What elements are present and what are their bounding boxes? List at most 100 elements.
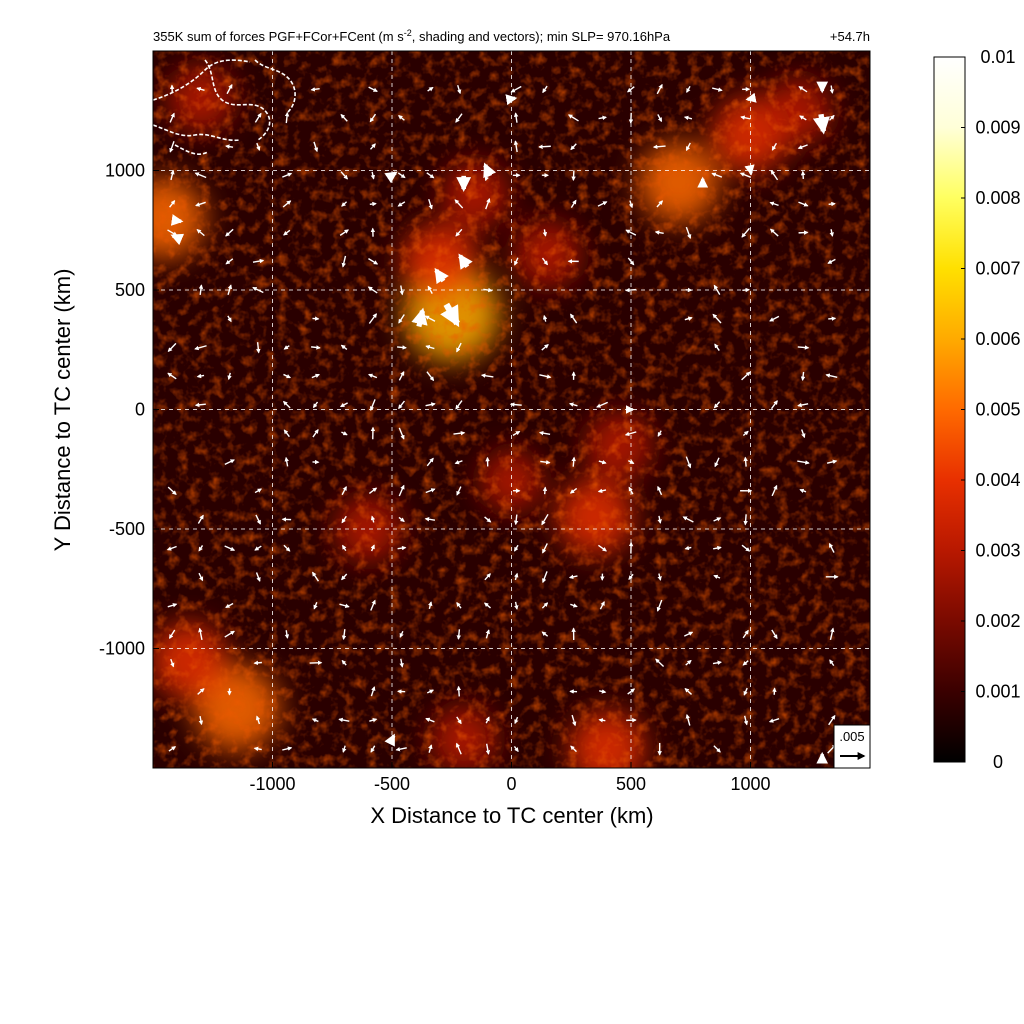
vector-arrow [425,717,435,723]
vector-arrow [312,571,320,582]
vector-arrow [341,431,348,436]
vector-arrow [284,456,289,467]
vector-arrow [198,716,204,726]
vector-arrow [829,229,834,237]
vector-arrow [398,314,405,324]
vector-arrow [197,514,204,524]
vector-arrow [571,456,576,467]
vector-arrow [513,544,519,552]
reference-vector: .005 [833,724,871,769]
colorbar-tick-label: 0.01 [980,47,1015,67]
vector-arrow [542,486,548,495]
vector-arrow [829,627,835,641]
vector-arrow [569,487,578,494]
colorbar-tick-label: 0.007 [975,259,1020,279]
vector-arrow [426,371,435,382]
vector-arrow [742,660,749,666]
vector-arrow [454,460,463,465]
vector-arrow [282,400,291,409]
vector-arrow [398,427,405,440]
vector-arrow [485,716,490,724]
vector-arrow [198,284,204,295]
vector-arrow [456,602,462,609]
vector-arrow [395,747,407,752]
vector-arrow [283,229,291,236]
vector-arrow [743,456,748,467]
vector-arrow [768,718,780,723]
vector-arrow [743,687,748,696]
x-tick-label: 1000 [730,774,770,794]
vector-arrow [198,572,204,582]
vector-arrow [514,257,519,266]
vector-arrow [742,287,750,293]
vector-arrow [827,258,836,264]
vector-arrow [654,230,664,235]
vector-arrow [683,115,693,121]
vector-arrow [341,485,347,496]
vector-arrow [597,488,607,493]
colorbar-tick-label: 0.003 [975,541,1020,561]
vector-arrow-major [483,162,497,179]
vector-arrow [398,484,405,497]
vector-arrow [514,572,519,581]
x-tick-label: 0 [506,774,516,794]
vector-arrow [714,457,720,468]
vector-arrow [196,87,205,92]
vector-arrow [542,85,548,94]
vector-arrow [624,431,637,437]
vector-arrow [828,714,836,726]
vector-arrow [225,228,234,237]
vector-arrow [397,545,407,551]
vector-arrow [771,484,778,497]
vector-arrow [194,172,207,179]
vector-arrow [628,200,634,209]
reference-vector-box [833,724,871,769]
vector-arrow [712,87,723,92]
vector-arrow [484,573,491,581]
vector-arrow [425,402,436,407]
vector-arrow [541,257,548,266]
vector-arrow [456,84,462,95]
vector-arrow [312,428,319,438]
vector-arrow [514,716,519,725]
vector-arrow [369,399,376,411]
vector-arrow [453,430,466,436]
vector-arrow [568,402,578,407]
vector-arrow-major [745,92,757,103]
vector-arrow [628,459,635,465]
vector-arrow [341,515,347,524]
x-tick-label: -1000 [249,774,295,794]
vector-arrow [483,287,493,293]
vector-arrow [198,545,204,552]
vector-arrow [256,342,261,354]
vector-arrow [829,85,835,94]
vector-arrow [196,373,205,379]
vector-arrow [714,343,720,351]
vector-arrow [283,373,292,379]
vector-arrow [167,342,177,352]
vector-arrow [169,112,175,123]
vector-arrow [684,316,693,321]
vector-arrow [368,487,378,494]
vector-arrow [167,603,178,608]
vector-arrow [829,659,835,667]
vector-arrow [282,172,293,178]
vector-arrow [538,144,551,149]
vector-arrow [770,400,778,410]
vector-arrow [341,544,347,552]
reference-vector-label: .005 [839,729,864,744]
vector-arrow [456,716,462,725]
vector-arrow [170,658,175,668]
y-axis-label: Y Distance to TC center (km) [50,269,75,552]
vector-arrow [570,313,578,324]
vector-arrow [398,115,405,121]
vector-arrow [255,514,261,525]
vector-arrow [570,745,577,753]
vector-arrow [368,86,378,92]
vector-arrow [455,742,462,755]
vector-arrow [829,114,835,121]
vector-arrow-major [170,214,184,226]
vector-arrow [170,169,175,181]
vector-arrow [598,459,607,465]
vector-arrow [713,745,721,753]
